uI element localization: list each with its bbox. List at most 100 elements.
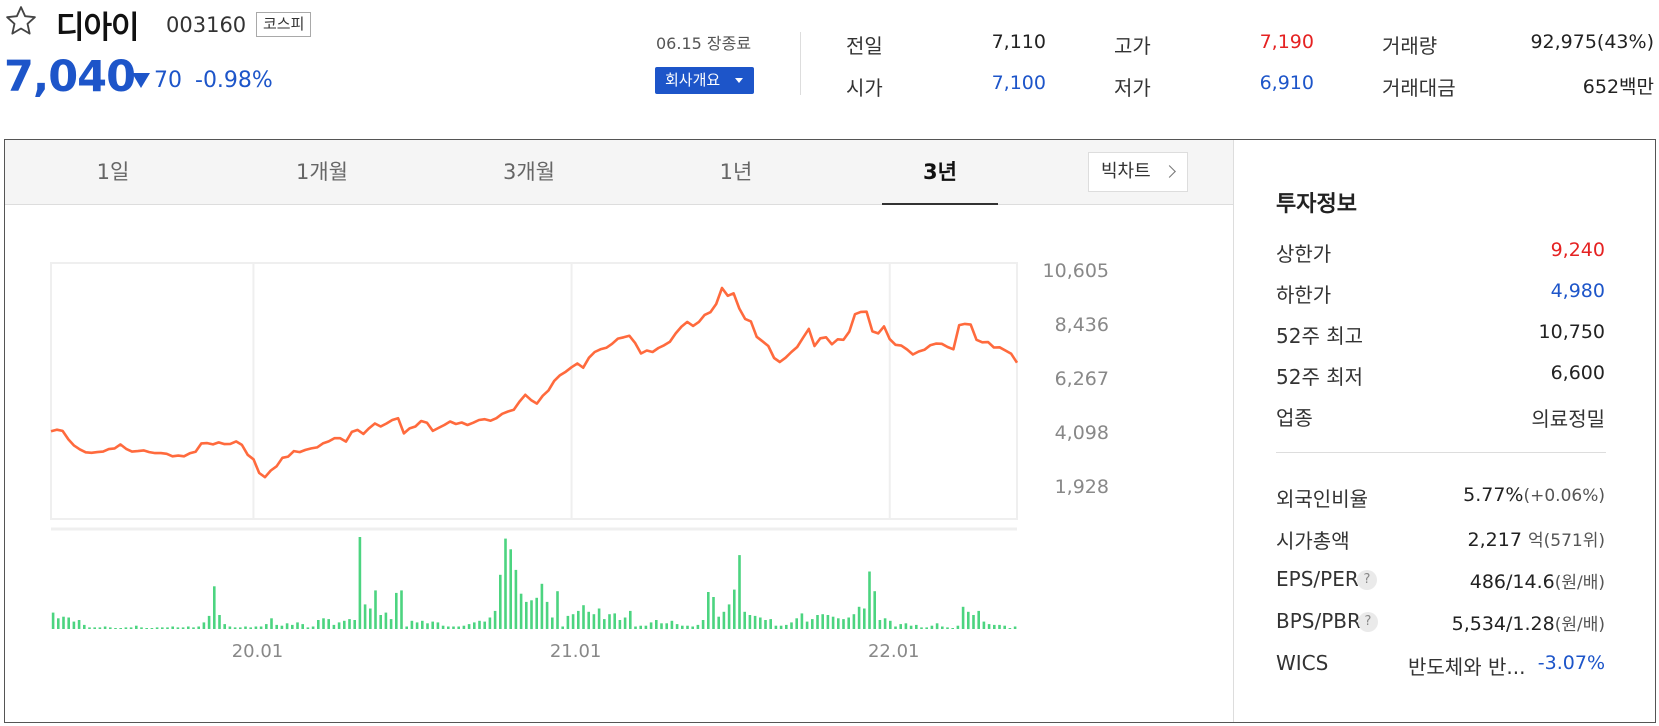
volume-bar — [343, 620, 346, 629]
volume-bar — [982, 621, 986, 629]
x-tick-label: 21.01 — [550, 641, 602, 662]
volume-bar — [831, 616, 835, 629]
volume-bar — [384, 612, 388, 629]
volume-bar — [821, 614, 824, 629]
tab-3year[interactable]: 3년 — [882, 140, 998, 205]
volume-bar — [51, 612, 55, 629]
volume-bar — [98, 627, 102, 629]
volume-bar — [265, 624, 268, 629]
volume-bar — [233, 627, 237, 629]
volume-bar — [270, 618, 273, 629]
bps-pbr-number: 5,534/1.28 — [1451, 613, 1555, 635]
volume-bar — [961, 606, 965, 629]
sector-label: 업종 — [1276, 406, 1313, 430]
volume-bar — [363, 604, 367, 629]
volume-bar — [1003, 625, 1006, 629]
tab-1month[interactable]: 1개월 — [295, 160, 348, 184]
invest-info-title: 투자정보 — [1276, 192, 1357, 217]
chevron-right-icon — [1163, 165, 1176, 178]
volume-bar — [239, 627, 242, 629]
volume-bar — [421, 620, 424, 629]
company-overview-button[interactable]: 회사개요 — [655, 67, 754, 94]
volume-bar — [348, 619, 351, 629]
volume-bar — [530, 600, 533, 630]
volume-bar — [925, 627, 928, 629]
volume-bar — [551, 617, 554, 629]
volume-bar — [769, 619, 772, 629]
volume-bar — [77, 620, 81, 629]
volume-bar — [857, 606, 861, 629]
bigchart-button[interactable]: 빅차트 — [1088, 152, 1188, 192]
volume-bar — [634, 626, 637, 629]
volume-bar — [483, 621, 486, 629]
tab-1year[interactable]: 1년 — [719, 160, 753, 184]
wics-name[interactable]: 반도체와 반... — [1408, 655, 1526, 679]
stock-name: 디아이 — [56, 10, 140, 46]
volume-bar — [129, 627, 133, 629]
star-outline-icon[interactable] — [4, 4, 38, 38]
company-overview-label: 회사개요 — [665, 71, 721, 89]
volume-bar — [837, 618, 840, 629]
y-tick-label: 6,267 — [1055, 368, 1109, 390]
volume-bar — [405, 626, 408, 629]
volume-bar — [166, 627, 169, 629]
volume-bar — [457, 626, 460, 629]
market-cap-label: 시가총액 — [1276, 529, 1350, 553]
volume-bar — [400, 590, 403, 629]
volume-bar — [748, 615, 752, 629]
high52-label: 52주 최고 — [1276, 324, 1364, 348]
market-badge: 코스피 — [256, 12, 312, 37]
volume-bar — [280, 625, 284, 629]
volume-bar — [192, 627, 195, 629]
volume-bar — [145, 628, 148, 629]
volume-bar — [733, 589, 736, 629]
eps-per-value: 486/14.6(원/배) — [1470, 568, 1605, 593]
foreign-ratio-label: 외국인비율 — [1276, 487, 1368, 511]
volume-bar — [301, 624, 304, 629]
volume-bar — [509, 549, 512, 629]
volume-bar — [249, 627, 252, 629]
tab-1day[interactable]: 1일 — [96, 160, 130, 184]
volume-bar — [613, 613, 616, 629]
volume-bar — [322, 618, 325, 629]
volume-bar — [514, 569, 518, 629]
volume-bar — [332, 624, 336, 629]
bps-pbr-value: 5,534/1.28(원/배) — [1452, 610, 1605, 635]
volume-bar — [441, 625, 445, 629]
market-status: 06.15 장종료 — [656, 34, 752, 53]
volume-bar — [993, 624, 996, 629]
volume-bar — [941, 626, 944, 629]
volume-bar — [785, 624, 788, 629]
sector-value[interactable]: 의료정밀 — [1531, 407, 1605, 431]
bps-pbr-label: BPS/PBR — [1276, 609, 1361, 633]
volume-bar — [764, 620, 767, 629]
volume-bar — [727, 604, 731, 629]
volume-bar — [436, 622, 440, 629]
volume-bar — [779, 625, 783, 629]
volume-bar — [504, 538, 507, 629]
volume-bar — [639, 625, 642, 629]
volume-bar — [93, 627, 96, 629]
volume-bar — [176, 627, 180, 629]
tab-3month[interactable]: 3개월 — [502, 160, 555, 184]
amount-label: 거래대금 — [1382, 76, 1456, 100]
y-tick-label: 4,098 — [1055, 422, 1109, 444]
volume-bar — [842, 619, 845, 629]
period-tabs: 1일 1개월 3개월 1년 3년 빅차트 — [5, 140, 1233, 205]
volume-bar — [566, 615, 570, 629]
volume-bar — [452, 626, 455, 629]
volume-bar — [790, 622, 793, 629]
volume-bar — [223, 624, 226, 629]
help-icon[interactable]: ? — [1357, 570, 1377, 590]
volume-bar — [800, 613, 804, 629]
volume-bar — [462, 625, 466, 629]
volume-bar — [499, 574, 502, 629]
volume-bar — [863, 608, 866, 629]
volume-bar — [722, 611, 726, 630]
volume-bar — [623, 617, 627, 629]
volume-bar — [379, 615, 382, 629]
help-icon[interactable]: ? — [1358, 612, 1378, 632]
volume-bar — [904, 623, 908, 630]
volume-bar — [473, 622, 476, 629]
volume-bar — [103, 626, 107, 629]
